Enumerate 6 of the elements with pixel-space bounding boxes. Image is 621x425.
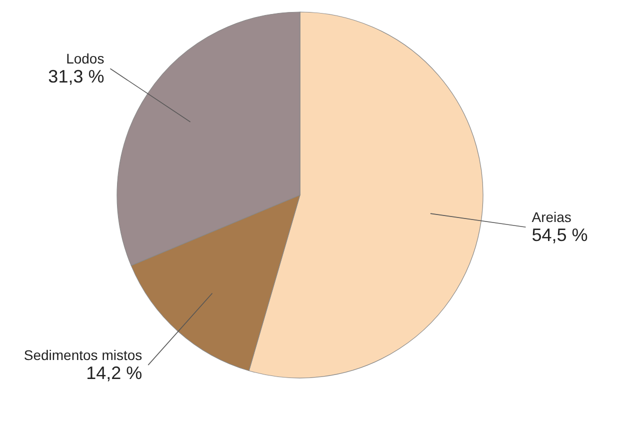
data-label: 54,5 % [532,225,588,246]
data-label: 31,3 % [48,66,104,87]
slice-label: Lodos [66,50,104,67]
slice-label: Areias [532,209,572,226]
data-label: 14,2 % [86,363,142,384]
slice-label: Sedimentos mistos [24,347,142,364]
